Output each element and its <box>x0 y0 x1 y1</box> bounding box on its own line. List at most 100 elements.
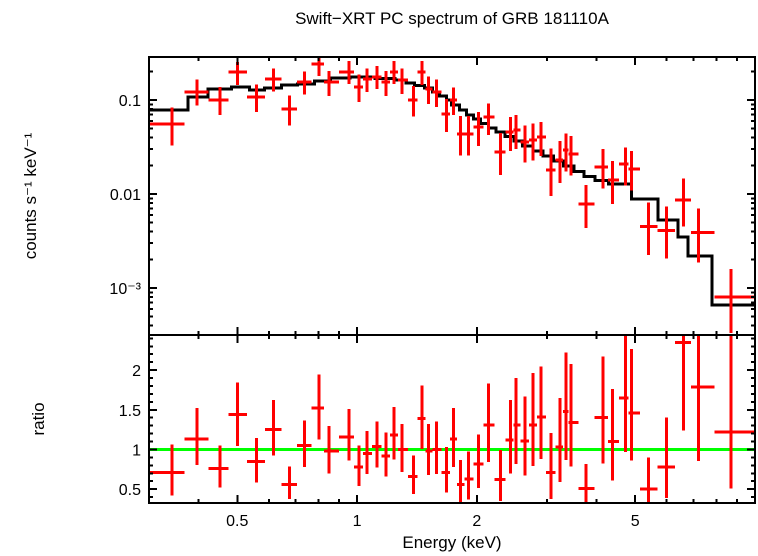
data-point <box>281 95 297 126</box>
ratio-point <box>674 336 691 431</box>
ratio-point <box>628 349 641 461</box>
ratio-point <box>311 374 325 440</box>
ratio-point <box>555 398 564 483</box>
x-tick-label: 5 <box>631 513 640 530</box>
data-point <box>311 58 325 77</box>
data-point <box>714 268 754 333</box>
ratio-point <box>339 409 355 461</box>
ratio-point <box>247 437 266 483</box>
data-point <box>228 61 248 86</box>
ratio-point <box>450 407 458 468</box>
model-line-group <box>150 75 754 307</box>
chart-title: Swift−XRT PC spectrum of GRB 181110A <box>295 9 610 28</box>
ratio-point <box>714 336 754 489</box>
model-step-line <box>150 75 754 307</box>
data-point <box>473 111 484 147</box>
ratio-point <box>473 434 484 489</box>
ratio-point <box>184 407 209 465</box>
tick-labels: 0.5 1 2 5 0.1 0.01 10⁻³ 0.5 1 1.5 2 <box>109 93 639 530</box>
ratio-point <box>417 385 426 449</box>
ratio-point <box>494 450 506 501</box>
data-point <box>457 116 465 156</box>
data-point <box>425 76 433 105</box>
ratio-point <box>425 423 433 476</box>
plot-render-root: 0.5 1 2 5 0.1 0.01 10⁻³ 0.5 1 1.5 2 <box>109 56 756 530</box>
y-axis-label-counts: counts s⁻¹ keV⁻¹ <box>21 132 40 259</box>
ratio-point <box>281 466 297 500</box>
data-point <box>520 125 530 163</box>
y-tick-label: 0.1 <box>119 93 141 110</box>
ratio-point <box>296 420 312 468</box>
ratio-point <box>228 382 248 447</box>
ratio-point <box>208 445 229 488</box>
data-point <box>555 140 564 183</box>
data-point <box>450 87 458 116</box>
data-point <box>505 116 514 152</box>
data-point <box>568 136 579 176</box>
ratio-point <box>265 399 282 456</box>
ratio-point <box>397 424 408 473</box>
ratio-point <box>432 421 442 475</box>
y-tick-label: 0.5 <box>119 482 141 499</box>
ratio-point <box>363 430 372 475</box>
ratio-point <box>578 464 595 502</box>
ratio-point <box>520 396 530 476</box>
data-point <box>607 160 620 204</box>
spectrum-data-points <box>150 58 754 333</box>
data-point <box>150 107 185 146</box>
ratio-data-points <box>150 336 754 502</box>
data-point <box>657 206 675 259</box>
data-point <box>184 79 209 106</box>
data-point <box>247 84 266 113</box>
y-tick-label: 2 <box>132 363 141 380</box>
data-point <box>464 116 474 156</box>
data-point <box>397 68 408 94</box>
ratio-point <box>546 433 556 500</box>
y-tick-label: 0.01 <box>110 187 141 204</box>
data-point <box>674 178 691 227</box>
data-point <box>354 74 364 103</box>
y-tick-label: 1.5 <box>119 403 141 420</box>
data-point <box>265 68 282 92</box>
data-point <box>690 208 715 263</box>
data-point <box>417 61 426 86</box>
ratio-point <box>354 445 364 487</box>
ratio-point <box>457 459 465 502</box>
ratio-point <box>690 336 715 462</box>
ratio-point <box>389 407 398 460</box>
data-point <box>546 148 556 197</box>
data-point <box>296 71 312 95</box>
ratio-panel-frame <box>148 334 756 504</box>
data-point <box>494 132 506 175</box>
data-point <box>339 61 355 85</box>
ratio-point <box>505 399 514 474</box>
data-point <box>513 114 521 150</box>
data-point <box>578 184 595 229</box>
ratio-point <box>381 432 390 477</box>
data-point <box>324 70 340 96</box>
axes <box>148 56 756 504</box>
y-tick-label: 10⁻³ <box>109 281 141 298</box>
data-point <box>619 147 629 186</box>
data-point <box>389 61 398 85</box>
ratio-point <box>657 417 675 498</box>
ratio-point <box>324 426 340 474</box>
data-point <box>208 86 229 116</box>
data-point <box>371 66 382 90</box>
ratio-point <box>150 444 185 496</box>
data-point <box>407 86 418 117</box>
ratio-point <box>563 352 569 460</box>
ratio-point <box>568 363 579 467</box>
ratio-point <box>483 383 495 462</box>
ratio-point <box>441 447 451 493</box>
ratio-point <box>529 372 538 466</box>
ratio-point <box>619 336 629 452</box>
ratio-point <box>513 378 521 464</box>
data-point <box>563 133 569 172</box>
data-point <box>483 103 495 135</box>
data-point <box>640 202 658 255</box>
ratio-point <box>640 457 658 502</box>
data-point <box>594 149 608 189</box>
